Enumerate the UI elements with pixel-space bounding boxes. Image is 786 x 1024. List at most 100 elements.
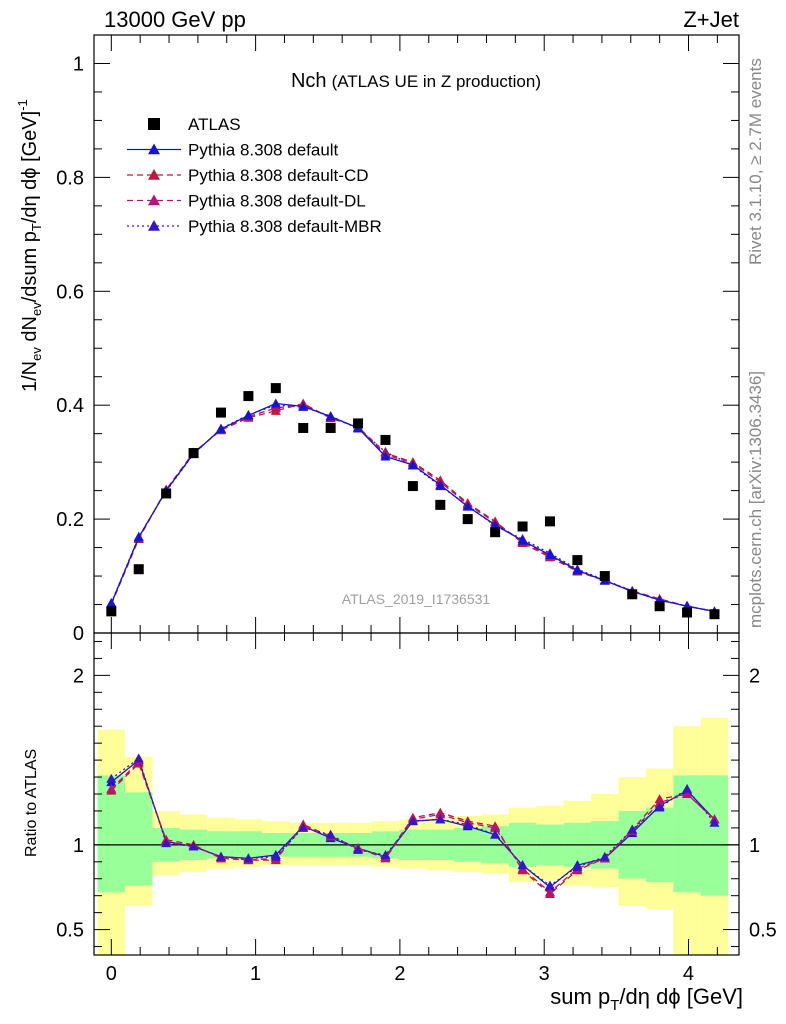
- data-point: [243, 410, 254, 420]
- legend-marker-triangle: [148, 169, 160, 180]
- watermark: ATLAS_2019_I1736531: [342, 591, 491, 607]
- x-tick-label: 0: [106, 963, 117, 985]
- data-point: [298, 401, 309, 411]
- data-point: [407, 459, 418, 469]
- atlas-data-point: [380, 434, 391, 445]
- atlas-data-point: [490, 527, 501, 538]
- data-point: [325, 411, 336, 421]
- ratio-point: [517, 860, 528, 870]
- ratio-point: [215, 851, 226, 861]
- ratio-point: [544, 887, 555, 897]
- legend-marker-triangle: [148, 143, 160, 155]
- data-point: [106, 598, 117, 608]
- atlas-data-point: [435, 499, 446, 510]
- data-point: [544, 549, 555, 559]
- main-series-line: [110, 403, 715, 612]
- atlas-data-point: [572, 555, 583, 566]
- legend-marker-square: [148, 118, 160, 130]
- ratio-point: [435, 814, 446, 824]
- green-band-bin: [97, 775, 126, 893]
- data-point: [133, 532, 144, 542]
- legend-label: Pythia 8.308 default-DL: [188, 192, 366, 211]
- ratio-point: [490, 822, 501, 832]
- ratio-point: [435, 809, 446, 819]
- atlas-data-point: [709, 609, 720, 620]
- atlas-data-point: [627, 589, 638, 600]
- main-series-line: [110, 404, 715, 613]
- ratio-y-axis-title: Ratio to ATLAS: [23, 749, 40, 857]
- energy-label: 13000 GeV pp: [104, 7, 246, 32]
- ratio-y-tick-label: 1: [73, 835, 84, 857]
- ratio-point: [106, 773, 117, 783]
- x-tick-label: 1: [250, 963, 261, 985]
- main-axes: 0 0.2 0.4 0.6 0.8 1: [56, 35, 739, 645]
- y-tick-label: 0.2: [56, 509, 84, 531]
- ratio-series-group: [106, 753, 720, 898]
- data-point: [490, 519, 501, 529]
- ratio-y-tick-label: 2: [73, 665, 84, 687]
- atlas-data-point: [188, 448, 199, 459]
- y-tick-label: 1: [73, 53, 84, 75]
- ratio-point: [682, 783, 693, 793]
- mcplots-label: mcplots.cern.ch [arXiv:1306.3436]: [746, 371, 765, 628]
- process-label: Z+Jet: [683, 7, 739, 32]
- ratio-point: [462, 819, 473, 829]
- ratio-point: [709, 817, 720, 827]
- main-series-line: [110, 402, 715, 612]
- ratio-point: [682, 789, 693, 798]
- legend-marker-triangle: [148, 220, 160, 231]
- atlas-data-point: [407, 481, 418, 492]
- ratio-point: [270, 851, 281, 861]
- data-point: [215, 424, 226, 434]
- atlas-data-point: [517, 521, 528, 532]
- main-title: Nch (ATLAS UE in Z production): [291, 70, 541, 92]
- ratio-y-tick-label-right: 1: [749, 835, 760, 857]
- atlas-data-point: [298, 422, 309, 433]
- atlas-data-point: [599, 571, 610, 582]
- ratio-point: [133, 753, 144, 763]
- atlas-data-point: [133, 564, 144, 575]
- y-tick-label: 0.6: [56, 281, 84, 303]
- ratio-point: [599, 851, 610, 861]
- ratio-point: [490, 829, 501, 839]
- ratio-axes: 0.5 0.5 1 1 2 2 0 1 2 3 4: [56, 633, 777, 985]
- data-point: [572, 565, 583, 575]
- data-point: [270, 398, 281, 408]
- ratio-point: [544, 880, 555, 890]
- atlas-data-point: [270, 383, 281, 394]
- green-band-bin: [700, 775, 729, 896]
- atlas-data-point: [106, 606, 117, 617]
- atlas-data-point: [462, 514, 473, 525]
- x-axis-title: sum pT/dη dϕ [GeV]: [550, 984, 743, 1014]
- ratio-point: [325, 829, 336, 839]
- ratio-point: [161, 838, 172, 848]
- legend-label: Pythia 8.308 default-MBR: [188, 217, 382, 236]
- ratio-y-tick-label-right: 0.5: [749, 920, 777, 942]
- data-point: [435, 475, 446, 485]
- ratio-point: [407, 816, 418, 826]
- x-tick-label: 3: [539, 963, 550, 985]
- atlas-data-point: [353, 418, 364, 429]
- data-point: [517, 535, 528, 545]
- y-tick-label: 0.8: [56, 167, 84, 189]
- legend-label: Pythia 8.308 default: [188, 141, 339, 160]
- ratio-point: [106, 783, 117, 793]
- ratio-point: [572, 861, 583, 871]
- atlas-data-point: [682, 607, 693, 618]
- atlas-data-point: [654, 601, 665, 612]
- ratio-point: [380, 850, 391, 860]
- ratio-point: [353, 844, 364, 854]
- atlas-data-point: [544, 516, 555, 527]
- legend-marker-triangle: [148, 194, 160, 206]
- ratio-point: [188, 841, 199, 851]
- legend-label: Pythia 8.308 default-CD: [188, 166, 369, 185]
- main-series-group: [106, 383, 720, 620]
- ratio-point: [654, 797, 665, 807]
- subtitle-text: (ATLAS UE in Z production): [332, 72, 541, 91]
- x-tick-label: 2: [394, 963, 405, 985]
- title-text: Nch: [291, 70, 327, 92]
- green-band-bin: [125, 792, 153, 886]
- y-axis-title: 1/Nev dNev/dsum pT/dη dϕ [GeV]-1: [15, 99, 44, 392]
- atlas-data-point: [215, 407, 226, 418]
